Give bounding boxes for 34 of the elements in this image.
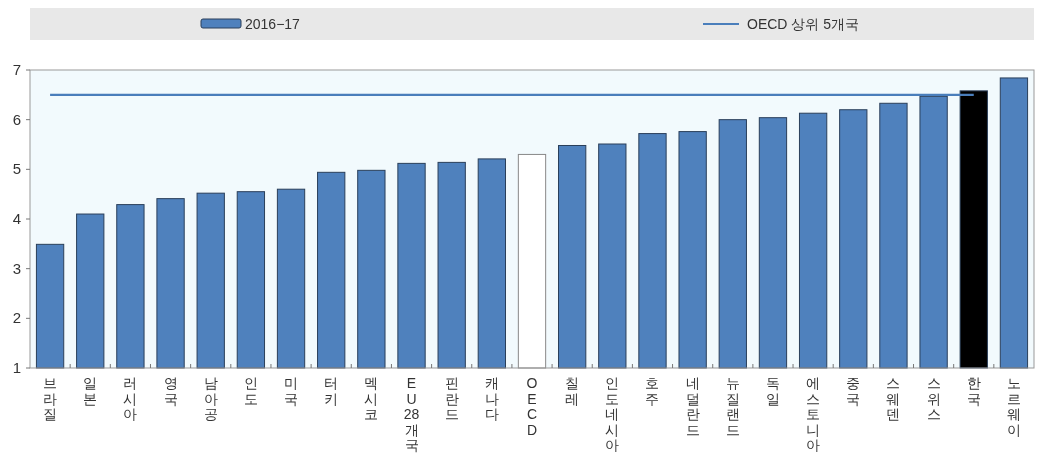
x-tick-label: OECD xyxy=(526,375,538,438)
y-tick-label: 1 xyxy=(12,359,21,376)
y-tick-label: 3 xyxy=(12,259,21,277)
x-tick-label: 미국 xyxy=(284,375,299,407)
y-tick-label: 7 xyxy=(12,61,21,78)
x-tick-label: 핀란드 xyxy=(444,375,459,422)
x-tick-label: 브라질 xyxy=(43,375,58,422)
x-tick-label: 독일 xyxy=(765,375,780,407)
x-tick-label: EU28개국 xyxy=(403,375,420,453)
x-tick-label: 스웨덴 xyxy=(886,375,901,422)
x-tick-label: 스위스 xyxy=(926,375,941,422)
x-tick-label: 뉴질랜드 xyxy=(725,375,740,438)
x-tick-label: 캐나다 xyxy=(484,375,499,422)
x-tick-label: 영국 xyxy=(163,375,178,407)
x-tick-label: 멕시코 xyxy=(364,375,379,422)
x-tick-label: 인도 xyxy=(243,375,258,407)
y-tick-label: 6 xyxy=(12,110,21,128)
legend-label: 2016−17 xyxy=(245,16,301,32)
x-tick-label: 인도네시아 xyxy=(605,375,620,453)
x-tick-label: 남아공 xyxy=(203,375,218,422)
y-tick-label: 5 xyxy=(12,160,21,178)
x-tick-label: 터키 xyxy=(324,375,339,407)
legend-label: OECD 상위 5개국 xyxy=(747,16,860,32)
x-tick-label: 러시아 xyxy=(123,375,138,422)
x-tick-label: 중국 xyxy=(846,375,861,407)
x-tick-label: 칠레 xyxy=(565,375,580,407)
x-tick-label: 호주 xyxy=(645,375,660,407)
y-tick-label: 4 xyxy=(12,210,21,227)
x-tick-label: 네덜란드 xyxy=(685,375,700,438)
x-tick-label: 에스토니아 xyxy=(806,375,821,453)
x-tick-label: 한국 xyxy=(966,375,981,407)
x-tick-label: 노르웨이 xyxy=(1006,375,1021,438)
y-tick-label: 2 xyxy=(12,309,21,327)
x-tick-label: 일본 xyxy=(83,375,98,407)
